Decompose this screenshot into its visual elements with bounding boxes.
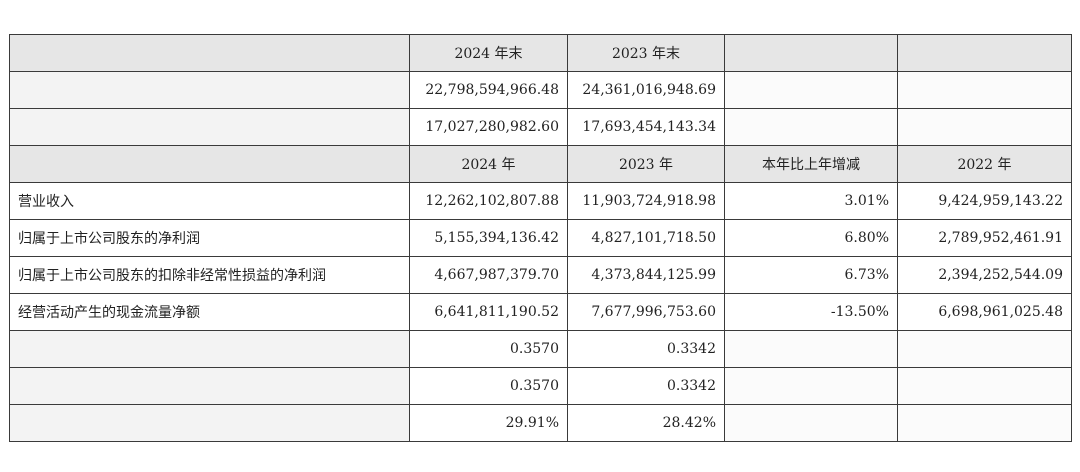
table-row: 22,798,594,966.48 24,361,016,948.69 bbox=[9, 71, 1072, 109]
value-2024: 12,262,102,807.88 bbox=[409, 182, 568, 220]
value-change bbox=[724, 108, 898, 146]
value-2023: 17,693,454,143.34 bbox=[567, 108, 725, 146]
value-2023: 7,677,996,753.60 bbox=[567, 293, 725, 331]
value-2024: 29.91% bbox=[409, 404, 568, 442]
value-change bbox=[724, 367, 898, 405]
value-2023: 11,903,724,918.98 bbox=[567, 182, 725, 220]
value-2022 bbox=[897, 330, 1072, 368]
value-2023: 0.3342 bbox=[567, 367, 725, 405]
row-label: 归属于上市公司股东的扣除非经常性损益的净利润 bbox=[9, 256, 410, 294]
header-cell: 2023 年 bbox=[567, 145, 725, 183]
value-2023: 4,373,844,125.99 bbox=[567, 256, 725, 294]
header-cell: 2023 年末 bbox=[567, 34, 725, 72]
value-2022 bbox=[897, 367, 1072, 405]
table-header-row: 2024 年末 2023 年末 bbox=[9, 34, 1072, 72]
value-2022: 2,394,252,544.09 bbox=[897, 256, 1072, 294]
row-label bbox=[9, 108, 410, 146]
header-cell bbox=[724, 34, 898, 72]
table-row: 归属于上市公司股东的扣除非经常性损益的净利润 4,667,987,379.70 … bbox=[9, 256, 1072, 294]
value-2024: 4,667,987,379.70 bbox=[409, 256, 568, 294]
value-2023: 0.3342 bbox=[567, 330, 725, 368]
header-cell bbox=[897, 34, 1072, 72]
value-change bbox=[724, 330, 898, 368]
value-2024: 17,027,280,982.60 bbox=[409, 108, 568, 146]
value-2024: 0.3570 bbox=[409, 367, 568, 405]
header-cell: 2024 年末 bbox=[409, 34, 568, 72]
value-change: 6.80% bbox=[724, 219, 898, 257]
value-2023: 28.42% bbox=[567, 404, 725, 442]
value-2022: 6,698,961,025.48 bbox=[897, 293, 1072, 331]
value-2024: 6,641,811,190.52 bbox=[409, 293, 568, 331]
row-label bbox=[9, 367, 410, 405]
value-2022 bbox=[897, 108, 1072, 146]
row-label: 经营活动产生的现金流量净额 bbox=[9, 293, 410, 331]
header-label-cell bbox=[9, 34, 410, 72]
header-cell: 2022 年 bbox=[897, 145, 1072, 183]
value-2024: 5,155,394,136.42 bbox=[409, 219, 568, 257]
table-row: 营业收入 12,262,102,807.88 11,903,724,918.98… bbox=[9, 182, 1072, 220]
table-row: 归属于上市公司股东的净利润 5,155,394,136.42 4,827,101… bbox=[9, 219, 1072, 257]
row-label bbox=[9, 330, 410, 368]
row-label bbox=[9, 404, 410, 442]
row-label bbox=[9, 71, 410, 109]
value-2024: 0.3570 bbox=[409, 330, 568, 368]
row-label: 归属于上市公司股东的净利润 bbox=[9, 219, 410, 257]
financial-summary-table: 2024 年末 2023 年末 22,798,594,966.48 24,361… bbox=[9, 34, 1072, 442]
value-change: 3.01% bbox=[724, 182, 898, 220]
value-change bbox=[724, 404, 898, 442]
header-label-cell bbox=[9, 145, 410, 183]
table-row: 0.3570 0.3342 bbox=[9, 330, 1072, 368]
value-2023: 24,361,016,948.69 bbox=[567, 71, 725, 109]
value-2022 bbox=[897, 71, 1072, 109]
value-2023: 4,827,101,718.50 bbox=[567, 219, 725, 257]
table-row: 29.91% 28.42% bbox=[9, 404, 1072, 442]
row-label: 营业收入 bbox=[9, 182, 410, 220]
header-cell: 2024 年 bbox=[409, 145, 568, 183]
header-cell: 本年比上年增减 bbox=[724, 145, 898, 183]
table-row: 0.3570 0.3342 bbox=[9, 367, 1072, 405]
value-change: 6.73% bbox=[724, 256, 898, 294]
value-2022 bbox=[897, 404, 1072, 442]
table-header-row: 2024 年 2023 年 本年比上年增减 2022 年 bbox=[9, 145, 1072, 183]
table-row: 经营活动产生的现金流量净额 6,641,811,190.52 7,677,996… bbox=[9, 293, 1072, 331]
value-change: -13.50% bbox=[724, 293, 898, 331]
value-2022: 2,789,952,461.91 bbox=[897, 219, 1072, 257]
value-2022: 9,424,959,143.22 bbox=[897, 182, 1072, 220]
value-change bbox=[724, 71, 898, 109]
table-row: 17,027,280,982.60 17,693,454,143.34 bbox=[9, 108, 1072, 146]
value-2024: 22,798,594,966.48 bbox=[409, 71, 568, 109]
